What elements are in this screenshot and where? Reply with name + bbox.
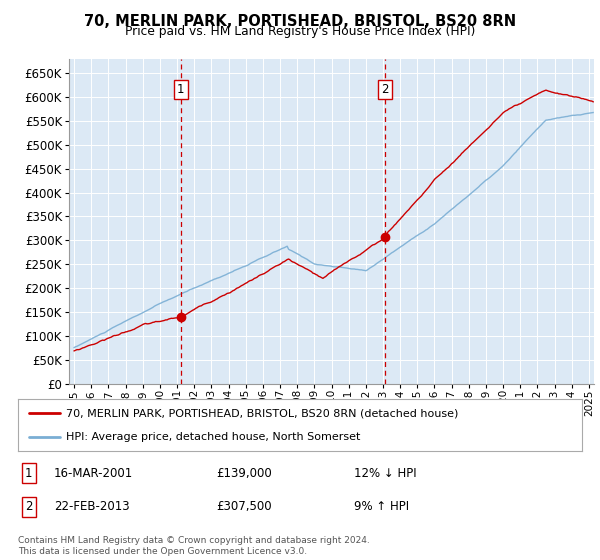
Text: 22-FEB-2013: 22-FEB-2013 (54, 500, 130, 514)
Text: 70, MERLIN PARK, PORTISHEAD, BRISTOL, BS20 8RN (detached house): 70, MERLIN PARK, PORTISHEAD, BRISTOL, BS… (66, 408, 458, 418)
Text: 70, MERLIN PARK, PORTISHEAD, BRISTOL, BS20 8RN: 70, MERLIN PARK, PORTISHEAD, BRISTOL, BS… (84, 14, 516, 29)
Text: HPI: Average price, detached house, North Somerset: HPI: Average price, detached house, Nort… (66, 432, 361, 442)
Text: £307,500: £307,500 (216, 500, 272, 514)
Text: Price paid vs. HM Land Registry's House Price Index (HPI): Price paid vs. HM Land Registry's House … (125, 25, 475, 38)
Text: 1: 1 (25, 466, 32, 480)
Text: £139,000: £139,000 (216, 466, 272, 480)
Text: 16-MAR-2001: 16-MAR-2001 (54, 466, 133, 480)
Text: 2: 2 (382, 83, 389, 96)
Text: 12% ↓ HPI: 12% ↓ HPI (354, 466, 416, 480)
Text: 9% ↑ HPI: 9% ↑ HPI (354, 500, 409, 514)
Text: Contains HM Land Registry data © Crown copyright and database right 2024.
This d: Contains HM Land Registry data © Crown c… (18, 536, 370, 556)
Text: 2: 2 (25, 500, 32, 514)
Text: 1: 1 (177, 83, 184, 96)
